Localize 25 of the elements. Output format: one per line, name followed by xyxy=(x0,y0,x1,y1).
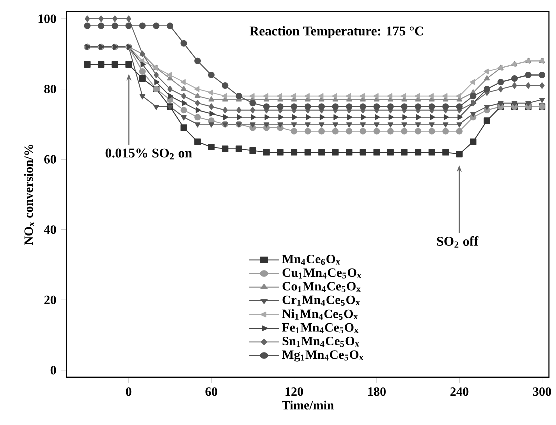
x-tick-label: 120 xyxy=(286,387,304,396)
y-tick-label: 60 xyxy=(44,155,56,164)
legend-label: Cu$_{1}$Mn$_{4}$Ce$_{5}$O$_{x}$ xyxy=(282,268,362,279)
annotation: SO$_{2}$ off xyxy=(437,236,479,248)
x-tick-label: 60 xyxy=(206,387,218,396)
x-tick-label: 240 xyxy=(450,387,469,396)
legend-label: Cr$_{1}$Mn$_{4}$Ce$_{5}$O$_{x}$ xyxy=(282,296,360,306)
y-tick-label: 80 xyxy=(44,84,56,94)
x-tick-label: 180 xyxy=(368,387,386,396)
legend-label: Co$_{1}$Mn$_{4}$Ce$_{5}$O$_{x}$ xyxy=(282,282,361,292)
y-tick-label: 40 xyxy=(44,225,56,234)
y-tick-label: 100 xyxy=(38,14,56,24)
annotation: 0.015% SO$_{2}$ on xyxy=(106,148,192,160)
legend-label: Ni$_{1}$Mn$_{4}$Ce$_{5}$O$_{x}$ xyxy=(282,309,358,320)
x-tick-label: 300 xyxy=(533,387,552,396)
annotation: Reaction Temperature: 175 °C xyxy=(250,26,424,38)
y-tick-label: 0 xyxy=(50,366,56,374)
x-tick-label: 0 xyxy=(126,387,132,396)
y-tick-label: 20 xyxy=(44,296,56,304)
legend-label: Fe$_{1}$Mn$_{4}$Ce$_{5}$O$_{x}$ xyxy=(282,323,359,334)
legend-label: Mn$_{4}$Ce$_{6}$O$_{x}$ xyxy=(282,254,340,266)
y-axis-title: NO$_{x}$ conversion/% xyxy=(24,144,34,246)
legend-label: Mg$_{1}$Mn$_{4}$Ce$_{5}$O$_{x}$ xyxy=(282,350,364,362)
legend-label: Sn$_{1}$Mn$_{4}$Ce$_{5}$O$_{x}$ xyxy=(282,336,360,347)
x-axis-title: Time/min xyxy=(282,400,334,410)
